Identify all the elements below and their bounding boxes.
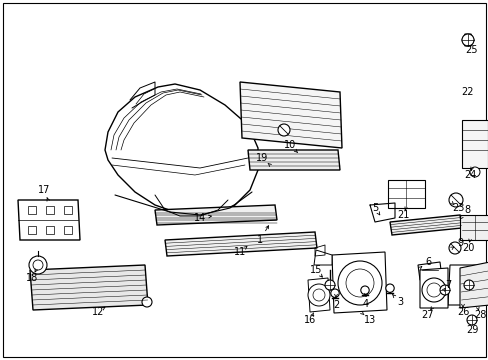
Text: 2: 2 [332, 300, 339, 310]
Text: 9: 9 [456, 238, 462, 248]
Circle shape [466, 315, 476, 325]
Polygon shape [461, 34, 473, 46]
Circle shape [330, 289, 339, 297]
Text: 19: 19 [255, 153, 267, 163]
Text: 11: 11 [233, 247, 245, 257]
Polygon shape [459, 215, 488, 240]
Polygon shape [105, 84, 258, 214]
Polygon shape [417, 262, 441, 280]
Circle shape [278, 124, 289, 136]
Circle shape [312, 289, 325, 301]
Circle shape [29, 256, 47, 274]
Polygon shape [164, 232, 316, 256]
Bar [64, 206, 72, 214]
Text: 10: 10 [284, 140, 296, 150]
Bar [28, 226, 36, 234]
Text: 22: 22 [461, 87, 473, 97]
Bar [28, 206, 36, 214]
Circle shape [385, 284, 393, 292]
Text: 8: 8 [463, 205, 469, 215]
Circle shape [448, 242, 460, 254]
Circle shape [307, 284, 329, 306]
Text: 7: 7 [444, 280, 450, 290]
Text: 3: 3 [396, 297, 402, 307]
Text: 29: 29 [465, 325, 477, 335]
Text: 23: 23 [451, 203, 463, 213]
Polygon shape [30, 265, 148, 310]
Polygon shape [461, 120, 487, 168]
Circle shape [325, 280, 334, 290]
Polygon shape [459, 262, 488, 308]
Text: 26: 26 [456, 307, 468, 317]
Circle shape [337, 261, 381, 305]
Text: 20: 20 [461, 243, 473, 253]
Polygon shape [240, 82, 341, 148]
Text: 16: 16 [303, 315, 315, 325]
Polygon shape [18, 200, 80, 240]
Text: 14: 14 [193, 213, 206, 223]
Circle shape [33, 260, 43, 270]
Circle shape [461, 34, 473, 46]
Polygon shape [387, 180, 424, 208]
Circle shape [426, 283, 440, 297]
Polygon shape [155, 205, 276, 225]
Text: 24: 24 [463, 170, 475, 180]
Polygon shape [313, 250, 331, 265]
Text: 5: 5 [371, 203, 377, 213]
Bar [46, 226, 54, 234]
Text: 21: 21 [396, 210, 408, 220]
Text: 28: 28 [473, 310, 485, 320]
Circle shape [360, 286, 368, 294]
Text: 6: 6 [424, 257, 430, 267]
Text: 18: 18 [26, 273, 38, 283]
Bar [46, 206, 54, 214]
Text: 25: 25 [465, 45, 477, 55]
Text: 13: 13 [363, 315, 375, 325]
Polygon shape [447, 265, 488, 305]
Text: 27: 27 [420, 310, 432, 320]
Circle shape [439, 285, 449, 295]
Text: 12: 12 [92, 307, 104, 317]
Polygon shape [307, 278, 329, 312]
Circle shape [469, 167, 479, 177]
Circle shape [421, 278, 445, 302]
Text: 17: 17 [38, 185, 50, 195]
Polygon shape [419, 268, 447, 308]
Polygon shape [389, 215, 461, 235]
Text: 1: 1 [256, 235, 263, 245]
Polygon shape [331, 252, 386, 313]
Text: 4: 4 [362, 299, 368, 309]
Circle shape [448, 193, 462, 207]
Polygon shape [247, 150, 339, 170]
Circle shape [346, 269, 373, 297]
Text: 15: 15 [309, 265, 322, 275]
Circle shape [463, 280, 473, 290]
Bar [64, 226, 72, 234]
Circle shape [142, 297, 152, 307]
